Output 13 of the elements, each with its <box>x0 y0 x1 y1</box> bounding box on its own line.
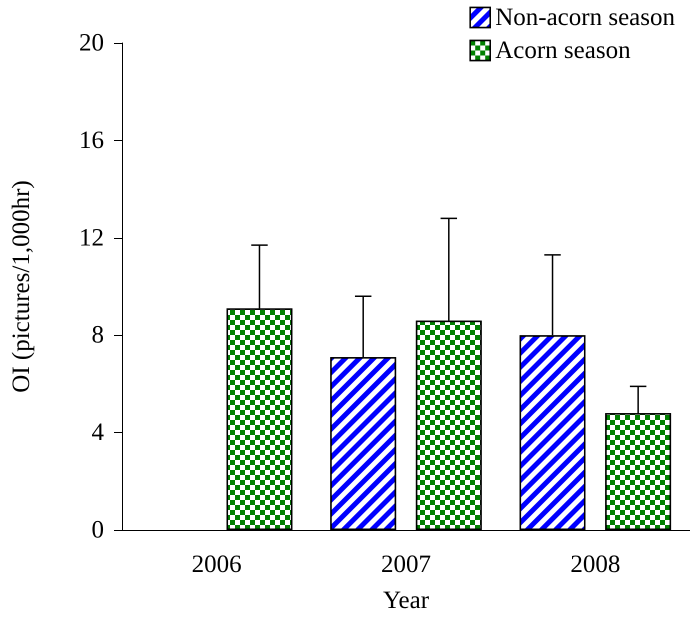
y-tick-label: 20 <box>79 30 104 56</box>
y-axis-title: OI (pictures/1,000hr) <box>8 180 35 393</box>
x-tick-label: 2006 <box>192 551 242 578</box>
legend-label: Non-acorn season <box>495 4 676 31</box>
y-tick-label: 12 <box>79 224 104 252</box>
y-tick-label: 16 <box>79 126 104 154</box>
legend-label: Acorn season <box>495 37 632 64</box>
y-tick-label: 0 <box>92 516 104 544</box>
y-tick-label: 8 <box>92 322 104 349</box>
x-tick-label: 2008 <box>570 551 620 578</box>
x-axis-title: Year <box>382 587 430 614</box>
y-tick-label: 4 <box>92 419 104 446</box>
x-tick-label: 2007 <box>381 551 431 578</box>
